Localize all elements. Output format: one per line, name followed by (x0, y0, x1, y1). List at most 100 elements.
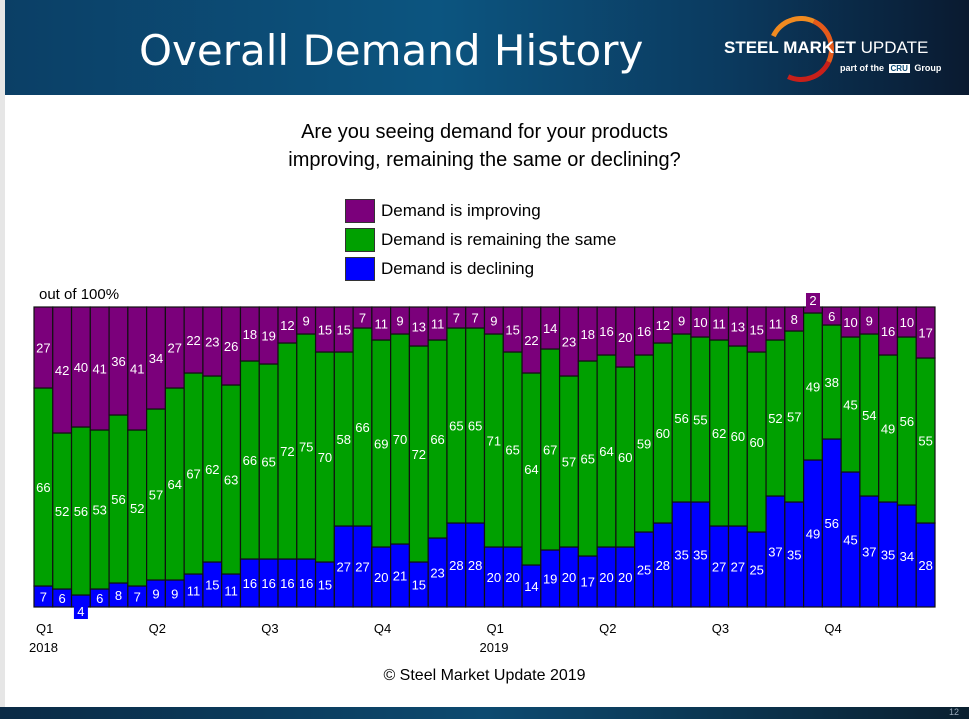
data-label: 72 (280, 444, 294, 459)
data-label: 37 (862, 545, 876, 560)
data-label: 60 (731, 429, 745, 444)
data-label: 22 (186, 333, 200, 348)
legend-label: Demand is declining (381, 258, 535, 278)
data-label: 11 (187, 584, 201, 599)
data-label: 45 (843, 533, 857, 548)
y-axis-label: out of 100% (39, 286, 120, 303)
data-label: 9 (866, 314, 873, 329)
x-tick-label: Q3 (712, 621, 729, 636)
legend-item-declining: Demand is declining (345, 254, 616, 283)
x-tick-label: Q1 (36, 621, 53, 636)
data-label: 36 (111, 354, 125, 369)
bar-segment (915, 306, 936, 359)
data-label: 69 (374, 437, 388, 452)
data-label: 23 (430, 566, 444, 581)
data-label: 70 (393, 432, 407, 447)
data-label: 7 (40, 590, 47, 605)
data-label: 16 (280, 576, 294, 591)
data-label: 7 (471, 311, 478, 326)
data-label: 35 (787, 548, 801, 563)
data-label: 15 (318, 578, 332, 593)
logo-bold: STEEL MARKET (724, 38, 856, 57)
data-label: 63 (224, 473, 238, 488)
logo-sub-prefix: part of the (840, 63, 884, 73)
chart-title-line: Are you seeing demand for your products i… (288, 121, 681, 171)
data-label: 59 (637, 437, 651, 452)
data-label: 20 (618, 570, 632, 585)
data-label: 27 (712, 560, 726, 575)
data-label: 16 (637, 324, 651, 339)
data-label: 66 (355, 420, 369, 435)
data-label: 27 (355, 560, 369, 575)
data-label: 15 (412, 578, 426, 593)
data-label: 55 (918, 434, 932, 449)
data-label: 56 (74, 504, 88, 519)
data-label: 13 (412, 320, 426, 335)
data-label: 64 (599, 444, 613, 459)
x-tick-label: Q4 (374, 621, 391, 636)
data-label: 9 (490, 314, 497, 329)
data-label: 16 (599, 324, 613, 339)
chart-title: Are you seeing demand for your products i… (0, 118, 969, 174)
data-label: 25 (749, 563, 763, 578)
data-label: 52 (130, 501, 144, 516)
data-label: 11 (224, 584, 238, 599)
data-label: 11 (375, 317, 389, 332)
data-label: 28 (918, 558, 932, 573)
data-label: 56 (825, 516, 839, 531)
data-label: 27 (731, 560, 745, 575)
data-label: 37 (768, 545, 782, 560)
footer-bar: 12 (0, 707, 969, 719)
data-label: 60 (656, 426, 670, 441)
data-label: 49 (806, 527, 820, 542)
data-label: 14 (543, 321, 557, 336)
data-label: 27 (36, 341, 50, 356)
x-tick-label: Q2 (149, 621, 166, 636)
data-label: 27 (168, 341, 182, 356)
legend-swatch (345, 227, 375, 252)
data-label: 66 (430, 432, 444, 447)
data-label: 54 (862, 408, 876, 423)
data-label: 28 (468, 558, 482, 573)
data-label: 40 (74, 360, 88, 375)
data-label: 65 (261, 455, 275, 470)
data-label: 6 (59, 591, 66, 606)
data-label: 2 (809, 293, 816, 308)
data-label: 28 (449, 558, 463, 573)
legend-label: Demand is improving (381, 200, 541, 220)
data-label: 13 (731, 320, 745, 335)
data-label: 62 (712, 426, 726, 441)
data-label: 9 (396, 314, 403, 329)
data-label: 19 (261, 329, 275, 344)
data-label-box (73, 604, 88, 619)
header-banner: Overall Demand History STEEL MARKET UPDA… (5, 0, 969, 95)
data-label: 70 (318, 450, 332, 465)
data-label: 72 (412, 447, 426, 462)
legend-item-same: Demand is remaining the same (345, 225, 616, 254)
data-label: 14 (524, 579, 538, 594)
data-label: 65 (581, 452, 595, 467)
data-label: 35 (693, 548, 707, 563)
data-label: 38 (825, 375, 839, 390)
data-label: 57 (149, 488, 163, 503)
legend-swatch (345, 198, 375, 223)
data-label: 75 (299, 440, 313, 455)
data-label: 34 (900, 549, 914, 564)
data-label: 11 (431, 317, 445, 332)
data-label: 21 (393, 569, 407, 584)
data-label: 6 (828, 309, 835, 324)
data-label: 19 (543, 572, 557, 587)
data-label: 67 (543, 443, 557, 458)
data-label: 17 (918, 326, 932, 341)
data-label: 35 (881, 548, 895, 563)
data-label: 35 (674, 548, 688, 563)
x-tick-label: Q4 (824, 621, 841, 636)
x-tick-label: Q3 (261, 621, 278, 636)
data-label: 71 (487, 434, 501, 449)
data-label: 60 (749, 435, 763, 450)
data-label: 66 (243, 453, 257, 468)
data-label: 53 (92, 503, 106, 518)
data-label: 12 (280, 318, 294, 333)
data-label: 10 (843, 315, 857, 330)
data-label: 15 (205, 578, 219, 593)
